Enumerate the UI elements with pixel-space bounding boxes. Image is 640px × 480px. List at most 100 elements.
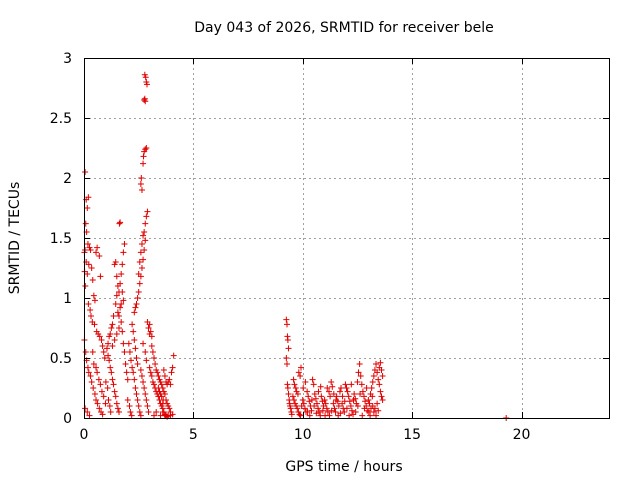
data-point	[169, 411, 176, 418]
data-point	[145, 325, 152, 331]
data-point	[113, 292, 120, 299]
data-point	[87, 307, 94, 313]
data-point	[145, 409, 152, 415]
data-point	[110, 381, 117, 388]
data-point	[138, 187, 145, 193]
data-point	[138, 175, 145, 181]
data-point	[94, 244, 101, 251]
data-point	[85, 261, 92, 268]
data-point	[161, 373, 168, 379]
data-point	[82, 169, 89, 175]
data-point	[151, 355, 157, 361]
data-point	[104, 385, 111, 391]
data-point	[309, 376, 316, 383]
data-point	[373, 361, 380, 367]
data-point	[93, 249, 100, 256]
data-point	[124, 397, 131, 403]
data-point	[151, 412, 157, 419]
data-point	[112, 301, 119, 307]
y-tick-label: 2	[63, 171, 72, 187]
data-point	[128, 412, 135, 419]
data-point	[348, 381, 355, 388]
data-point	[109, 376, 116, 383]
data-point	[298, 364, 304, 371]
data-point	[118, 319, 125, 325]
data-point	[142, 98, 149, 105]
data-point	[378, 393, 385, 400]
data-point	[99, 411, 106, 418]
data-point	[105, 340, 112, 347]
data-point	[316, 409, 323, 415]
data-point	[118, 301, 125, 307]
data-point	[357, 391, 364, 397]
data-point	[126, 349, 133, 355]
data-point	[135, 403, 142, 409]
data-point	[101, 355, 108, 361]
data-point	[135, 289, 142, 295]
data-point	[147, 328, 154, 335]
data-point	[109, 343, 116, 349]
data-point	[117, 304, 124, 311]
data-point	[143, 357, 150, 364]
data-point	[166, 405, 173, 412]
data-point	[93, 397, 100, 403]
data-point	[337, 410, 344, 417]
data-point	[144, 81, 150, 88]
data-point	[107, 364, 114, 371]
data-point	[97, 273, 104, 280]
data-point	[311, 391, 318, 397]
data-point	[113, 400, 120, 407]
data-point	[105, 352, 112, 359]
data-point	[123, 369, 130, 376]
x-tick-label: 15	[403, 427, 421, 443]
data-point	[89, 277, 96, 283]
data-point	[136, 280, 143, 287]
grid-lines	[84, 58, 609, 418]
data-point	[135, 271, 142, 277]
data-point	[142, 349, 149, 355]
data-point	[295, 369, 302, 376]
data-point	[131, 337, 138, 343]
data-point	[361, 393, 367, 400]
data-point	[106, 357, 113, 364]
data-point	[134, 397, 141, 403]
data-point	[100, 349, 107, 355]
data-point	[84, 364, 91, 371]
data-point	[119, 289, 126, 295]
data-point	[328, 379, 335, 385]
data-point	[323, 405, 330, 412]
data-point	[84, 241, 91, 247]
data-point	[328, 407, 335, 414]
data-point	[121, 349, 128, 355]
data-point	[351, 391, 358, 397]
data-point	[343, 385, 350, 391]
data-point	[82, 220, 89, 227]
data-point	[120, 340, 127, 347]
data-point	[363, 385, 370, 391]
data-point	[127, 409, 134, 415]
data-point	[84, 205, 91, 211]
x-tick-label: 10	[294, 427, 312, 443]
data-point	[304, 388, 311, 395]
data-point	[292, 385, 299, 391]
data-point	[93, 364, 100, 371]
data-point	[102, 379, 109, 385]
data-point	[300, 400, 307, 407]
data-point	[90, 385, 97, 391]
y-tick-label: 2.5	[50, 111, 72, 127]
data-point	[94, 369, 101, 376]
data-point	[302, 379, 309, 385]
data-point	[91, 391, 98, 397]
data-point	[111, 388, 118, 395]
data-point	[141, 97, 148, 103]
data-point	[116, 409, 122, 415]
y-tick-label: 0	[63, 411, 72, 427]
data-point	[153, 409, 160, 415]
data-point	[148, 373, 155, 379]
data-point	[284, 361, 290, 367]
data-point	[350, 397, 357, 403]
data-point	[159, 409, 166, 415]
data-point	[158, 381, 165, 388]
data-point	[355, 369, 362, 376]
data-point	[91, 321, 98, 328]
